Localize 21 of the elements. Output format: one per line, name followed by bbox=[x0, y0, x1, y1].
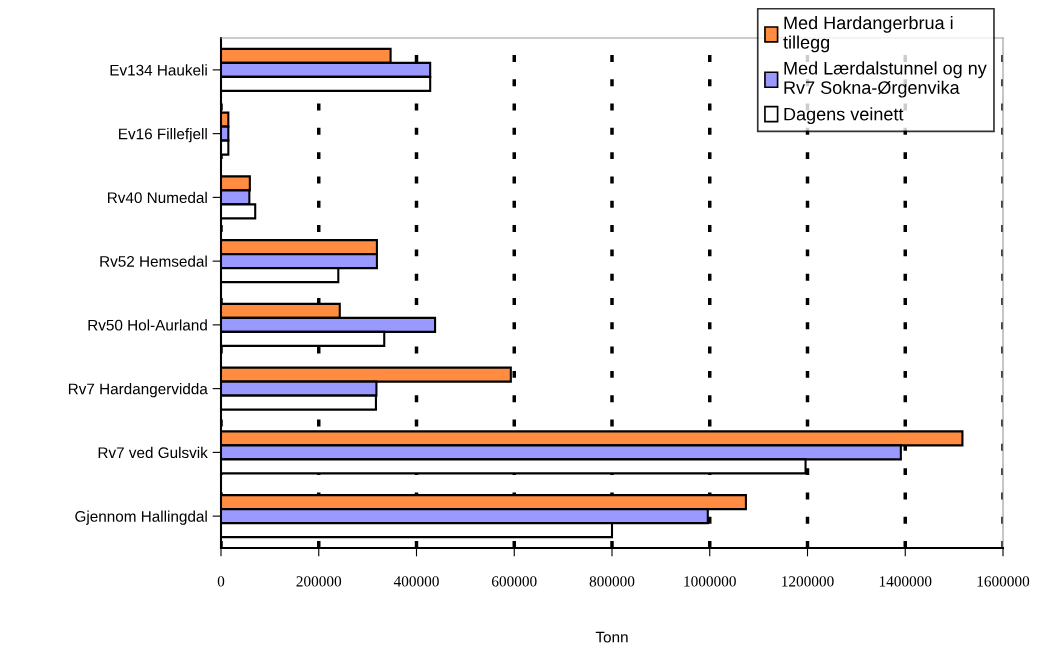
x-tick-label: 0 bbox=[217, 576, 225, 587]
y-tick-label: Rv50 Hol-Aurland bbox=[88, 319, 207, 331]
y-tick-label: Ev16 Fillefjell bbox=[119, 128, 207, 143]
legend-label: Med Lærdalstunnel og ny Rv7 Sokna-Ørgenvika bbox=[784, 61, 987, 98]
x-tick-label: 400000 bbox=[393, 576, 439, 587]
legend-label: Dagens veinett bbox=[784, 107, 904, 125]
x-tick-label: 1000000 bbox=[684, 576, 736, 587]
x-tick-label: 1600000 bbox=[977, 576, 1030, 587]
y-tick-label: Ev134 Haukeli bbox=[110, 64, 207, 76]
x-tick-label: 800000 bbox=[589, 576, 635, 587]
legend-label: Med Hardangerbrua i tillegg bbox=[783, 16, 953, 53]
y-tick-label: Rv52 Hemsedal bbox=[100, 255, 207, 267]
y-tick-label: Rv7 Hardangervidda bbox=[68, 383, 208, 398]
x-tick-label: 600000 bbox=[491, 576, 537, 587]
x-tick-label: 1200000 bbox=[782, 576, 834, 587]
x-tick-label: 1400000 bbox=[879, 576, 932, 587]
y-tick-label: Rv40 Numedal bbox=[108, 191, 207, 204]
y-tick-label: Rv7 ved Gulsvik bbox=[98, 446, 208, 459]
y-tick-label: Gjennom Hallingdal bbox=[75, 510, 207, 525]
x-tick-label: 200000 bbox=[296, 576, 342, 587]
x-axis-title: Tonn bbox=[595, 631, 628, 643]
